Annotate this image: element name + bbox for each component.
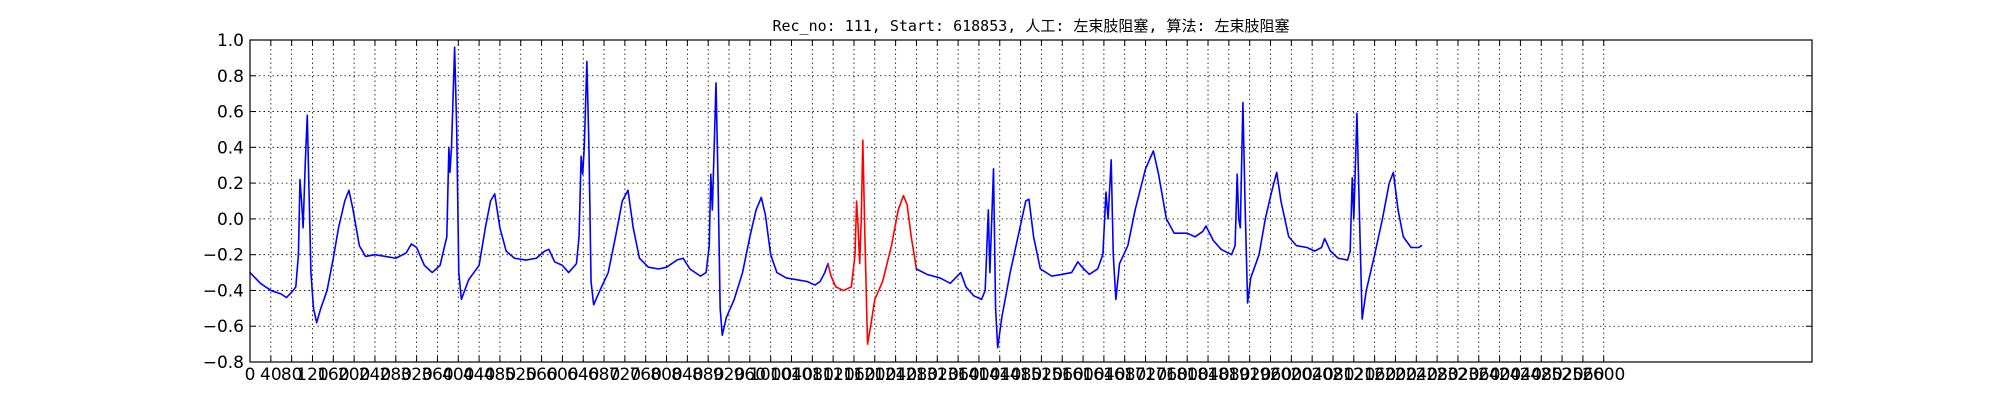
x-tick-label: 320 — [400, 365, 432, 385]
x-tick-label: 1920 — [1228, 365, 1271, 385]
x-tick-label: 1800 — [1166, 365, 1209, 385]
grid-lines — [249, 39, 1812, 363]
ecg-series-line-2 — [827, 139, 918, 345]
y-tick-label: 0.8 — [217, 67, 244, 87]
x-tick-label: 1400 — [957, 365, 1000, 385]
x-tick-label: 240 — [359, 365, 391, 385]
x-tick-label: 1120 — [812, 365, 855, 385]
y-tick-label: −0.8 — [203, 353, 244, 373]
x-tick-label: 960 — [734, 365, 766, 385]
x-tick-label: 480 — [484, 365, 516, 385]
x-tick-label: 840 — [671, 365, 703, 385]
x-tick-label: 440 — [463, 365, 495, 385]
x-tick-label: 1840 — [1186, 365, 1229, 385]
x-tick-label: 640 — [567, 365, 599, 385]
x-tick-label: 760 — [629, 365, 661, 385]
x-tick-label: 1280 — [895, 365, 938, 385]
x-tick-label: 2320 — [1436, 365, 1479, 385]
y-tick-label: 1.0 — [217, 31, 244, 51]
x-tick-label: 1480 — [999, 365, 1042, 385]
x-tick-label: 400 — [442, 365, 474, 385]
x-tick-label: 280 — [380, 365, 412, 385]
x-tick-label: 40 — [260, 365, 282, 385]
x-tick-label: 360 — [421, 365, 453, 385]
x-tick-label: 1640 — [1082, 365, 1125, 385]
y-tick-label: −0.2 — [203, 246, 244, 266]
x-tick-label: 2480 — [1520, 365, 1563, 385]
x-tick-label: 2600 — [1582, 365, 1625, 385]
x-axis-ticks: 0 40 8012016020024028032036040044048052056… — [245, 40, 1625, 385]
x-tick-label: 1560 — [1041, 365, 1084, 385]
ecg-series-line-3 — [915, 101, 1423, 349]
plot-frame — [249, 39, 1813, 363]
x-tick-label: 1080 — [791, 365, 834, 385]
x-tick-label: 2440 — [1499, 365, 1542, 385]
ecg-series-line-1 — [249, 46, 829, 336]
x-tick-label: 1320 — [916, 365, 959, 385]
x-tick-label: 1200 — [853, 365, 896, 385]
y-tick-label: −0.6 — [203, 317, 244, 337]
x-tick-label: 2360 — [1457, 365, 1500, 385]
x-tick-label: 2120 — [1332, 365, 1375, 385]
x-tick-label: 1760 — [1145, 365, 1188, 385]
x-tick-label: 1960 — [1249, 365, 1292, 385]
x-tick-label: 1520 — [1020, 365, 1063, 385]
y-tick-label: 0.0 — [217, 210, 244, 230]
x-tick-label: 2400 — [1478, 365, 1521, 385]
x-tick-label: 880 — [692, 365, 724, 385]
series-layer — [249, 46, 1423, 349]
x-tick-label: 680 — [588, 365, 620, 385]
y-tick-label: 0.4 — [217, 138, 244, 158]
x-tick-label: 80 — [281, 365, 303, 385]
x-tick-label: 1040 — [770, 365, 813, 385]
x-tick-label: 0 — [245, 365, 256, 385]
y-tick-label: −0.4 — [203, 281, 244, 301]
y-tick-label: 0.6 — [217, 103, 244, 123]
x-tick-label: 1000 — [749, 365, 792, 385]
x-tick-label: 920 — [713, 365, 745, 385]
y-tick-label: 0.2 — [217, 174, 244, 194]
x-tick-label: 2240 — [1395, 365, 1438, 385]
x-tick-label: 200 — [338, 365, 370, 385]
x-tick-label: 1600 — [1061, 365, 1104, 385]
x-tick-label: 800 — [650, 365, 682, 385]
x-tick-label: 1160 — [832, 365, 875, 385]
x-tick-label: 560 — [525, 365, 557, 385]
x-tick-label: 160 — [317, 365, 349, 385]
x-tick-label: 2080 — [1311, 365, 1354, 385]
x-tick-label: 2520 — [1540, 365, 1583, 385]
x-tick-label: 1440 — [978, 365, 1021, 385]
x-tick-label: 2560 — [1561, 365, 1604, 385]
x-tick-label: 1880 — [1207, 365, 1250, 385]
x-tick-label: 2280 — [1415, 365, 1458, 385]
x-tick-label: 720 — [609, 365, 641, 385]
y-axis-ticks: −0.8 −0.6 −0.4 −0.2 0.0 0.2 0.4 0.6 0.8 1.0 — [203, 31, 1812, 373]
x-tick-label: 1720 — [1124, 365, 1167, 385]
x-tick-label: 600 — [546, 365, 578, 385]
chart-title: Rec_no: 111, Start: 618853, 人工: 左束肢阻塞, 算… — [772, 17, 1289, 35]
x-tick-label: 1240 — [874, 365, 917, 385]
x-tick-label: 120 — [296, 365, 328, 385]
x-tick-label: 2200 — [1374, 365, 1417, 385]
x-tick-label: 1360 — [936, 365, 979, 385]
x-tick-label: 2160 — [1353, 365, 1396, 385]
x-tick-label: 1680 — [1103, 365, 1146, 385]
x-tick-label: 2000 — [1270, 365, 1313, 385]
x-tick-label: 520 — [505, 365, 537, 385]
x-tick-label: 2040 — [1291, 365, 1334, 385]
